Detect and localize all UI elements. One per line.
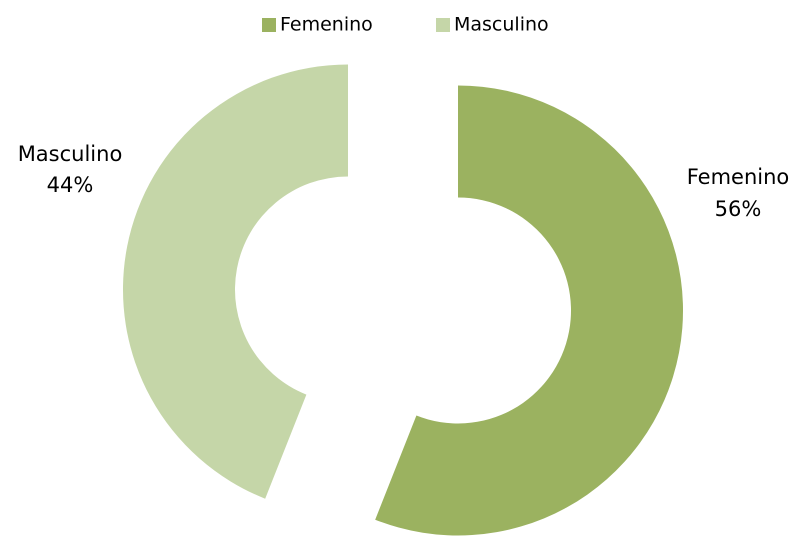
slice xyxy=(122,64,348,499)
data-label-value: 56% xyxy=(715,197,762,221)
legend-label: Masculino xyxy=(454,14,549,36)
data-label-name: Femenino xyxy=(687,165,790,189)
data-label-name: Masculino xyxy=(18,142,123,166)
data-label-value: 44% xyxy=(47,173,94,197)
legend-swatch xyxy=(436,18,450,32)
slice xyxy=(375,85,684,536)
legend: Femenino Masculino xyxy=(262,14,549,36)
legend-label: Femenino xyxy=(280,14,373,36)
legend-swatch xyxy=(262,18,276,32)
slices xyxy=(122,64,684,536)
data-labels: Femenino 56% Masculino 44% xyxy=(18,142,790,221)
